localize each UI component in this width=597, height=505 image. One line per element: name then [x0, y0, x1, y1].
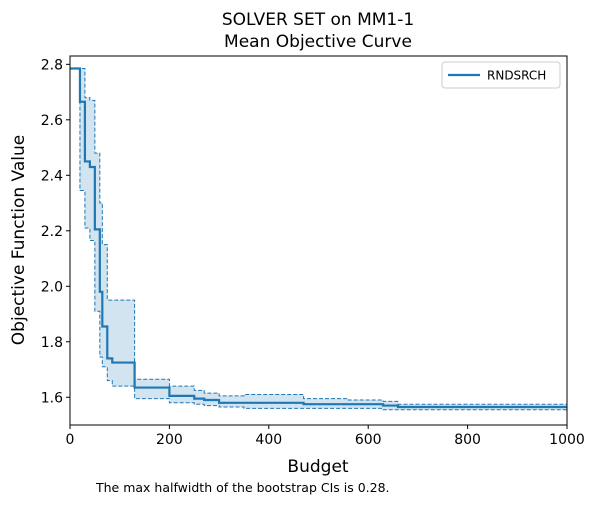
- ci-upper-line-0: [70, 67, 567, 405]
- y-tick-label: 2.4: [41, 168, 63, 184]
- chart-title-group: SOLVER SET on MM1-1 Mean Objective Curve: [222, 10, 414, 52]
- plot-area: [69, 55, 568, 426]
- x-tick-label: 600: [355, 432, 382, 448]
- y-tick-label: 2.8: [41, 57, 63, 73]
- x-axis-ticks: 0 200 400 600 800 1000: [66, 425, 585, 448]
- y-tick-label: 1.8: [41, 335, 63, 351]
- legend: RNDSRCH: [441, 61, 561, 89]
- x-tick-label: 1000: [549, 432, 585, 448]
- chart-title: SOLVER SET on MM1-1: [222, 10, 414, 30]
- y-axis-ticks: 1.6 1.8 2.0 2.2 2.4 2.6 2.8: [41, 57, 70, 406]
- ci-lower-line-0: [70, 67, 567, 411]
- x-tick-label: 400: [255, 432, 282, 448]
- chart-subtitle: Mean Objective Curve: [224, 32, 412, 52]
- ci-band-0: [70, 68, 567, 410]
- x-tick-label: 800: [454, 432, 481, 448]
- y-axis-label: Objective Function Value: [9, 135, 29, 345]
- series-marks: [70, 67, 567, 411]
- legend-box: [441, 61, 561, 89]
- x-tick-label: 200: [156, 432, 183, 448]
- ci-halfwidth-note: The max halfwidth of the bootstrap CIs i…: [95, 480, 390, 495]
- y-tick-label: 2.2: [41, 224, 63, 240]
- x-tick-label: 0: [66, 432, 75, 448]
- plot-frame: [69, 55, 568, 426]
- legend-label-rndsrch: RNDSRCH: [487, 69, 546, 83]
- y-tick-label: 2.6: [41, 113, 63, 129]
- x-axis-label: Budget: [287, 457, 348, 477]
- y-tick-label: 1.6: [41, 390, 63, 406]
- y-tick-label: 2.0: [41, 279, 63, 295]
- mean-line-0: [70, 67, 567, 409]
